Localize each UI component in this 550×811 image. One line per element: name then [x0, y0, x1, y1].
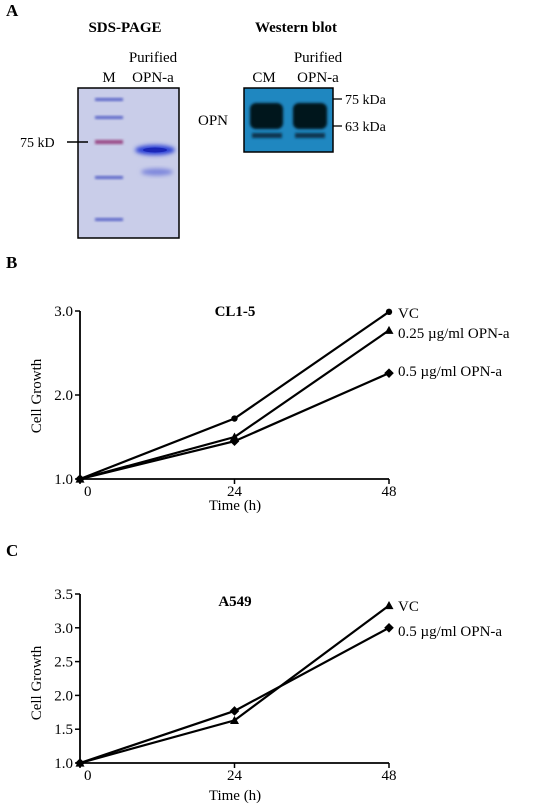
data-point: [75, 474, 85, 484]
blot-band-purified: [293, 103, 327, 129]
blot-band-purified-lower: [295, 133, 325, 138]
chart-title: A549: [218, 594, 251, 610]
panel-b-letter: B: [6, 253, 17, 272]
series-label: 0.25 µg/ml OPN-a: [398, 326, 510, 342]
data-point: [229, 436, 240, 446]
western-blot-title: Western blot: [255, 20, 337, 36]
data-point: [75, 758, 85, 768]
series-line: [79, 310, 390, 481]
data-point: [231, 415, 238, 422]
mw-75-label: 75 kDa: [345, 93, 387, 108]
marker-band: [95, 176, 123, 179]
sds-page-title: SDS-PAGE: [88, 20, 161, 36]
data-point: [230, 715, 239, 725]
y-tick-label: 3.0: [54, 304, 73, 320]
y-tick-label: 1.0: [54, 756, 73, 772]
panel-c-letter: C: [6, 541, 18, 560]
panel-a-letter: A: [6, 1, 19, 20]
sample-band-core: [143, 147, 167, 153]
mw-63-label: 63 kDa: [345, 120, 387, 135]
data-point: [385, 308, 393, 316]
y-axis-label: Cell Growth: [29, 645, 45, 720]
marker-75-label: 75 kD: [20, 136, 55, 151]
lane-purified-label-1: Purified: [129, 50, 178, 66]
y-tick-label: 3.0: [54, 621, 73, 637]
x-tick-label: 48: [382, 768, 397, 784]
x-tick-label: 0: [84, 768, 92, 784]
y-tick-label: 2.5: [54, 655, 73, 671]
series-line: [79, 626, 390, 765]
lane-purified-wb-label-2: OPN-a: [297, 70, 339, 86]
data-point: [384, 325, 394, 334]
y-tick-label: 1.0: [54, 472, 73, 488]
data-point: [384, 600, 394, 610]
y-tick-label: 2.0: [54, 688, 73, 704]
series-label: 0.5 µg/ml OPN-a: [398, 364, 502, 380]
marker-band: [95, 98, 123, 101]
x-tick-label: 0: [84, 484, 92, 500]
series-label: 0.5 µg/ml OPN-a: [398, 624, 502, 640]
gel-background: [77, 87, 180, 239]
data-point: [384, 368, 394, 378]
y-tick-label: 3.5: [54, 587, 73, 603]
series-label: VC: [398, 599, 419, 615]
lane-purified-wb-label-1: Purified: [294, 50, 343, 66]
x-tick-label: 24: [227, 768, 243, 784]
series-line: [79, 372, 390, 481]
western-blot-image: [243, 87, 334, 153]
marker-band: [95, 218, 123, 221]
series-label: VC: [398, 306, 419, 322]
x-axis-label: Time (h): [209, 788, 261, 804]
y-axis-label: Cell Growth: [29, 358, 45, 433]
marker-band: [95, 116, 123, 119]
y-tick-label: 1.5: [54, 722, 73, 738]
data-point: [384, 623, 394, 633]
lane-m-label: M: [102, 70, 115, 86]
blot-band-cm: [250, 103, 283, 129]
y-tick-label: 2.0: [54, 388, 73, 404]
chart-title: CL1-5: [215, 304, 256, 320]
chart-a549: A549 Time (h) Cell Growth 1.0 1.5 2.0 2.5 3.…: [29, 587, 502, 804]
x-tick-label: 48: [382, 484, 397, 500]
lane-cm-label: CM: [252, 70, 275, 86]
sds-gel: [77, 87, 180, 239]
marker-band-75: [95, 140, 123, 144]
series-line: [79, 604, 390, 765]
lane-purified-label-2: OPN-a: [132, 70, 174, 86]
x-axis-label: Time (h): [209, 498, 261, 514]
blot-band-cm-lower: [252, 133, 282, 138]
opn-row-label: OPN: [198, 113, 228, 129]
x-tick-label: 24: [227, 484, 243, 500]
series-line: [79, 329, 390, 481]
sample-band-lower: [141, 168, 173, 176]
chart-cl1-5: CL1-5 Time (h) Cell Growth 1.0 2.0 3.0 0 24 4…: [29, 304, 510, 514]
data-point: [229, 706, 240, 716]
